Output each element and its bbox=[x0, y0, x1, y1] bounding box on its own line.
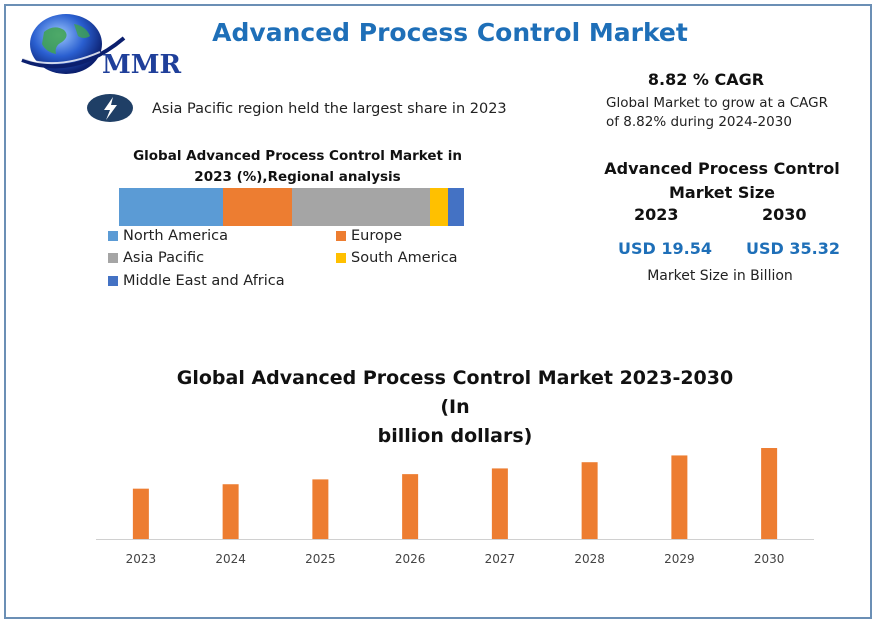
legend-item-mea: Middle East and Africa bbox=[108, 273, 285, 289]
x-tick-label: 2023 bbox=[126, 552, 157, 566]
year-end-label: 2030 bbox=[762, 205, 807, 224]
bar-chart-title: Global Advanced Process Control Market 2… bbox=[170, 364, 740, 451]
market-bar-chart: 2023 2024 2025 2026 2027 2028 2029 2030 bbox=[96, 448, 814, 566]
market-size-title-line1: Advanced Process Control bbox=[604, 159, 840, 178]
legend-label: North America bbox=[123, 228, 228, 244]
legend-item-south-america: South America bbox=[336, 250, 458, 266]
stacked-segment-europe bbox=[222, 188, 292, 226]
bar-title-line2: billion dollars) bbox=[377, 425, 533, 447]
x-tick-label: 2026 bbox=[395, 552, 426, 566]
stacked-segment-middle-east-and-africa bbox=[448, 188, 464, 226]
outer-frame bbox=[4, 4, 872, 619]
market-size-title-line2: Market Size bbox=[668, 183, 776, 202]
logo-text: MMR bbox=[102, 50, 182, 80]
x-tick-label: 2025 bbox=[305, 552, 336, 566]
bar-2025 bbox=[312, 479, 329, 539]
legend-swatch bbox=[108, 253, 118, 263]
bar-2024 bbox=[222, 484, 239, 539]
legend-swatch bbox=[108, 276, 118, 286]
bar-2028 bbox=[581, 462, 598, 539]
stacked-segment-south-america bbox=[429, 188, 449, 226]
unit-note: Market Size in Billion bbox=[647, 268, 793, 284]
regional-chart-title: Global Advanced Process Control Market i… bbox=[115, 146, 480, 188]
x-tick-label: 2027 bbox=[485, 552, 516, 566]
globe-icon bbox=[17, 14, 126, 74]
x-tick-label: 2028 bbox=[574, 552, 605, 566]
value-start: USD 19.54 bbox=[618, 239, 712, 258]
legend-item-asia-pacific: Asia Pacific bbox=[108, 250, 204, 266]
legend-label: South America bbox=[351, 250, 458, 266]
legend-label: Middle East and Africa bbox=[123, 273, 285, 289]
bar-2026 bbox=[402, 474, 419, 539]
mmr-logo: MMR bbox=[14, 10, 182, 80]
stacked-segment-north-america bbox=[119, 188, 223, 226]
bar-2030 bbox=[761, 448, 778, 539]
year-start-label: 2023 bbox=[634, 205, 679, 224]
page-title: Advanced Process Control Market bbox=[212, 18, 688, 47]
market-size-title: Advanced Process Control Market Size bbox=[604, 157, 840, 205]
cagr-desc-line2: of 8.82% during 2024-2030 bbox=[606, 114, 792, 130]
cagr-desc-line1: Global Market to grow at a CAGR bbox=[606, 95, 828, 111]
legend-swatch bbox=[108, 231, 118, 241]
value-end: USD 35.32 bbox=[746, 239, 840, 258]
cagr-description: Global Market to grow at a CAGR of 8.82%… bbox=[606, 94, 846, 132]
legend-swatch bbox=[336, 253, 346, 263]
bar-2027 bbox=[491, 468, 508, 539]
legend-label: Asia Pacific bbox=[123, 250, 205, 266]
legend-label: Europe bbox=[351, 228, 402, 244]
bar-title-line1: Global Advanced Process Control Market 2… bbox=[176, 367, 734, 418]
regional-title-line1: Global Advanced Process Control Market i… bbox=[133, 148, 462, 164]
bar-2023 bbox=[132, 488, 149, 539]
x-tick-label: 2030 bbox=[754, 552, 785, 566]
lightning-bolt-icon bbox=[86, 93, 134, 123]
regional-legend: North America Europe Asia Pacific South … bbox=[108, 228, 478, 298]
legend-item-north-america: North America bbox=[108, 228, 228, 244]
cagr-title: 8.82 % CAGR bbox=[647, 70, 765, 89]
regional-title-line2: 2023 (%),Regional analysis bbox=[194, 169, 401, 185]
regional-stacked-bar bbox=[119, 188, 464, 226]
x-tick-label: 2029 bbox=[664, 552, 695, 566]
legend-item-europe: Europe bbox=[336, 228, 402, 244]
bar-2029 bbox=[671, 455, 688, 539]
highlight-text: Asia Pacific region held the largest sha… bbox=[152, 101, 507, 117]
legend-swatch bbox=[336, 231, 346, 241]
stacked-segment-asia-pacific bbox=[291, 188, 430, 226]
x-tick-label: 2024 bbox=[215, 552, 246, 566]
